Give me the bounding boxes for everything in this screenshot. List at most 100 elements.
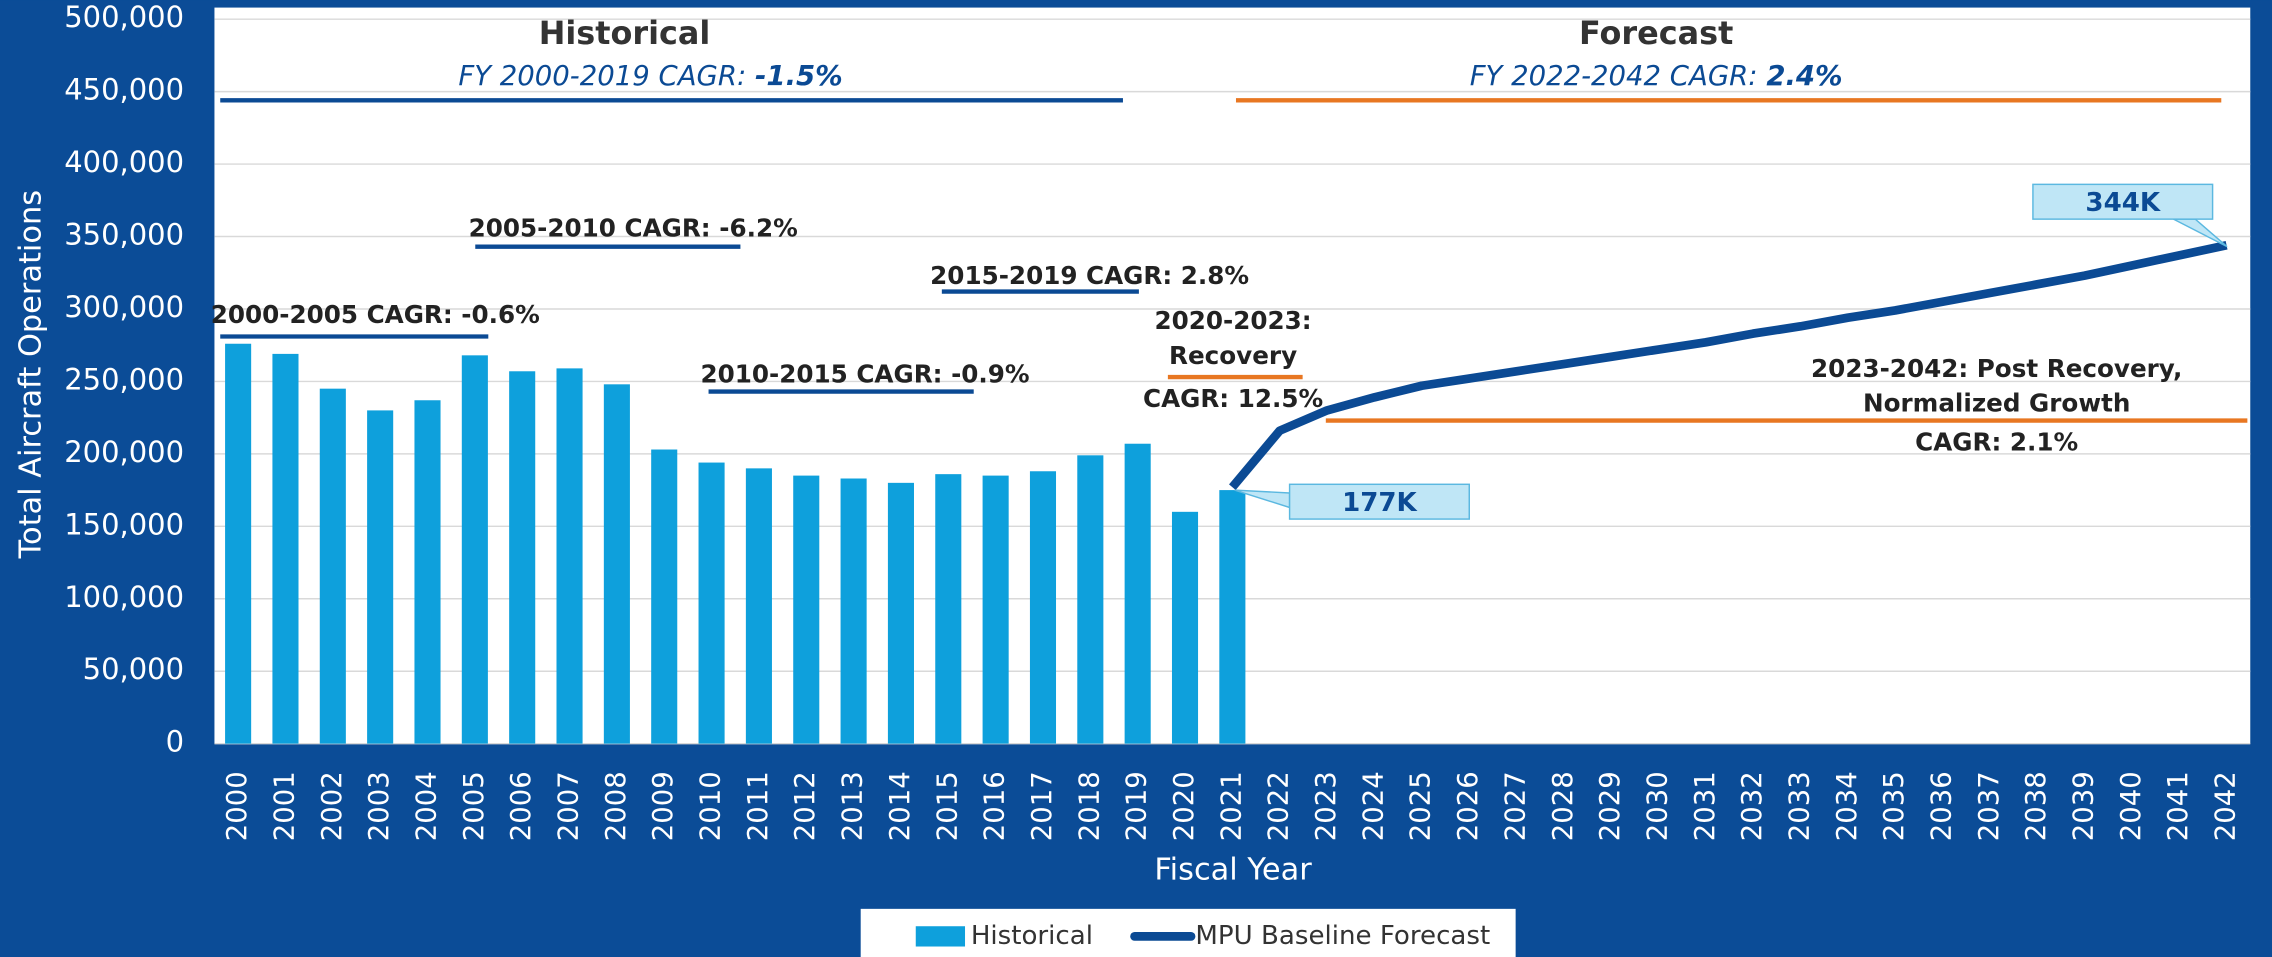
x-tick-label: 2042 [2210,771,2242,841]
annotation-emphasis: -1.5% [755,60,843,92]
x-tick-label: 2018 [1073,771,1105,841]
x-tick-label: 2028 [1547,771,1579,841]
y-tick-label: 150,000 [64,507,184,541]
annotation: 2015-2019 CAGR: 2.8% [930,261,1249,290]
annotation-text: FY 2022-2042 CAGR: [1470,60,1767,92]
annotation-text: CAGR: 12.5% [1143,384,1323,413]
annotation: FY 2022-2042 CAGR: 2.4% [1470,60,1843,92]
x-tick-label: 2038 [2020,771,2052,841]
annotation: 2010-2015 CAGR: -0.9% [700,360,1029,389]
bar [651,449,678,744]
x-tick-label: 2001 [268,771,300,841]
x-tick-label: 2008 [600,771,632,841]
x-tick-label: 2005 [458,771,490,841]
bar [1029,471,1057,744]
y-tick-label: 450,000 [64,73,184,107]
y-tick-label: 500,000 [64,0,184,34]
annotation-text: Forecast [1579,14,1733,52]
x-tick-label: 2036 [1926,771,1958,841]
x-tick-label: 2010 [695,771,727,841]
bar [1171,511,1199,744]
x-tick-label: 2000 [221,771,253,841]
y-tick-label: 200,000 [64,435,184,469]
bar [982,475,1009,744]
x-tick-label: 2024 [1357,771,1389,841]
annotation: Recovery [1169,341,1297,370]
annotation: 177K [1342,488,1417,518]
x-tick-label: 2040 [2115,771,2147,841]
y-tick-label: 100,000 [64,580,184,614]
legend-swatch [915,926,966,947]
y-tick-label: 400,000 [64,145,184,179]
y-tick-label: 50,000 [83,652,184,686]
bar [272,353,299,744]
bar [1124,443,1151,744]
x-tick-label: 2012 [789,771,821,841]
x-axis-title: Fiscal Year [1154,853,1312,888]
annotation-text: CAGR: 2.1% [1915,428,2078,457]
annotation-text: 2010-2015 CAGR: -0.9% [700,360,1029,389]
bar [556,368,583,744]
x-tick-label: 2020 [1168,771,1200,841]
callout-box [1288,483,1470,520]
y-tick-label: 0 [166,725,184,759]
annotation-text: 2020-2023: [1155,306,1312,335]
annotation-text: FY 2000-2019 CAGR: [458,60,755,92]
bar [603,384,630,744]
annotation-text: 2000-2005 CAGR: -0.6% [211,300,540,329]
annotation-text: 344K [2085,188,2160,218]
x-tick-label: 2002 [316,771,348,841]
x-tick-label: 2013 [837,771,869,841]
x-tick-label: 2003 [363,771,395,841]
annotation: CAGR: 2.1% [1915,428,2078,457]
bar [319,388,346,744]
annotation: Forecast [1579,14,1733,52]
x-tick-label: 2016 [979,771,1011,841]
bar [1219,490,1246,744]
annotation-text: 2015-2019 CAGR: 2.8% [930,261,1249,290]
annotation-text: Recovery [1169,341,1297,370]
forecast-line [1229,240,2228,490]
x-tick-label: 2037 [1973,771,2005,841]
bar [414,400,441,744]
annotation-text: Historical [539,14,711,52]
annotation: 2005-2010 CAGR: -6.2% [469,213,798,242]
annotation-text: 177K [1342,488,1417,518]
x-tick-label: 2034 [1831,771,1863,841]
x-tick-label: 2009 [647,771,679,841]
x-tick-label: 2021 [1215,771,1247,841]
x-tick-label: 2025 [1405,771,1437,841]
bar [1077,455,1104,744]
bar [698,462,725,744]
x-tick-label: 2006 [505,771,537,841]
x-tick-label: 2035 [1878,771,1910,841]
y-tick-label: 300,000 [64,290,184,324]
x-tick-label: 2007 [553,771,585,841]
bar [461,355,488,744]
annotation: Normalized Growth [1863,389,2130,418]
x-tick-label: 2039 [2068,771,2100,841]
y-tick-label: 250,000 [64,362,184,396]
x-tick-label: 2030 [1641,771,1673,841]
x-tick-label: 2033 [1783,771,1815,841]
annotation-text: 2005-2010 CAGR: -6.2% [469,213,798,242]
annotation: FY 2000-2019 CAGR: -1.5% [458,60,842,92]
x-tick-label: 2031 [1689,771,1721,841]
x-tick-label: 2023 [1310,771,1342,841]
y-tick-label: 350,000 [64,218,184,252]
x-tick-label: 2032 [1736,771,1768,841]
annotation-text: Normalized Growth [1863,389,2130,418]
bar [935,474,962,744]
bar [840,478,867,744]
x-tick-label: 2004 [410,771,442,841]
x-tick-label: 2029 [1594,771,1626,841]
x-tick-label: 2015 [931,771,963,841]
bar [793,475,820,744]
annotation: Historical [539,14,711,52]
bar [745,468,772,744]
x-tick-label: 2011 [742,771,774,841]
bar [887,482,914,744]
bar [225,343,252,744]
annotation-text: 2023-2042: Post Recovery, [1811,354,2182,383]
